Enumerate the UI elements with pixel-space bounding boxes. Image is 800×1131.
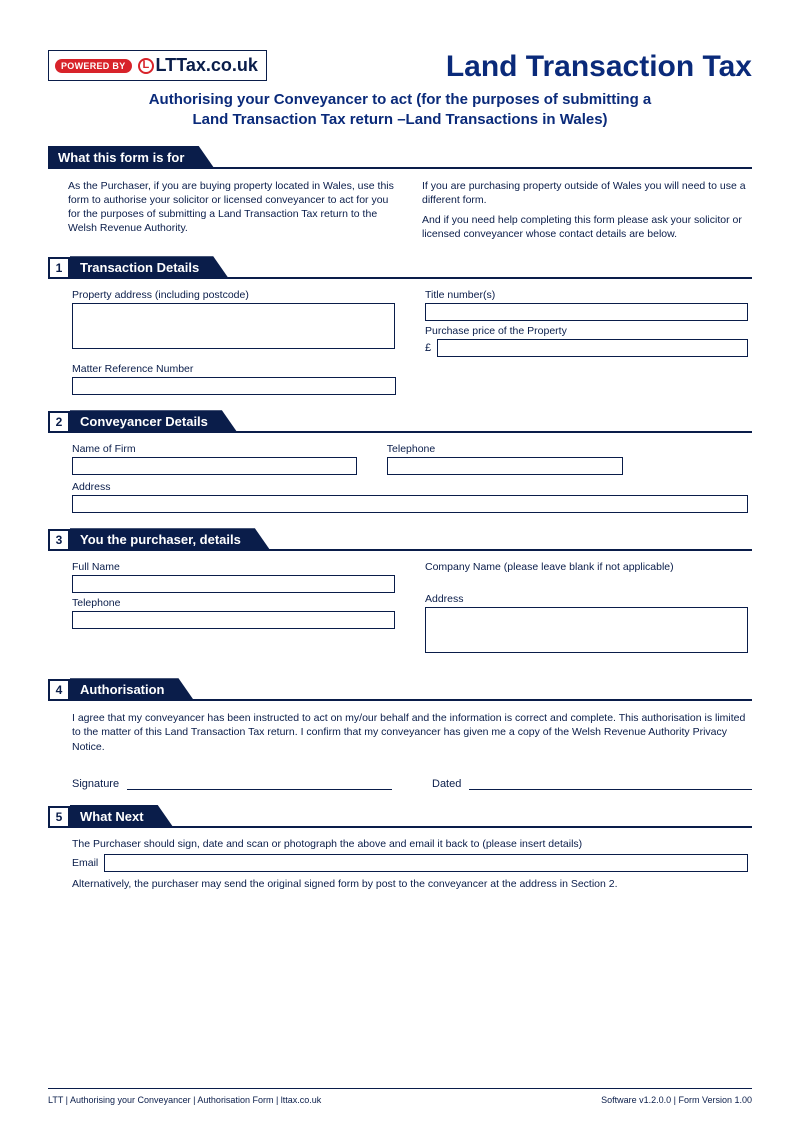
section-intro-title: What this form is for: [48, 146, 214, 169]
section-4-header: 4 Authorisation: [48, 677, 752, 701]
input-firm[interactable]: [72, 457, 357, 475]
input-signature[interactable]: [127, 776, 392, 790]
label-title-numbers: Title number(s): [425, 289, 748, 301]
section-5-title: What Next: [70, 805, 174, 828]
label-dated: Dated: [432, 778, 461, 790]
page-footer: LTT | Authorising your Conveyancer | Aut…: [48, 1088, 752, 1105]
input-dated[interactable]: [469, 776, 752, 790]
input-purchase-price[interactable]: [437, 339, 748, 357]
label-company: Company Name (please leave blank if not …: [425, 561, 748, 573]
section-1-header: 1 Transaction Details: [48, 255, 752, 279]
brand-icon: [138, 58, 154, 74]
page-subtitle: Authorising your Conveyancer to act (for…: [48, 90, 752, 131]
footer-left: LTT | Authorising your Conveyancer | Aut…: [48, 1095, 321, 1105]
label-signature: Signature: [72, 778, 119, 790]
intro-left: As the Purchaser, if you are buying prop…: [68, 179, 398, 242]
input-conv-telephone[interactable]: [387, 457, 624, 475]
whatnext-line1: The Purchaser should sign, date and scan…: [72, 838, 748, 850]
input-conv-address[interactable]: [72, 495, 748, 513]
label-purchase-price: Purchase price of the Property: [425, 325, 748, 337]
intro-body: As the Purchaser, if you are buying prop…: [68, 179, 752, 242]
section-3-title: You the purchaser, details: [70, 528, 271, 551]
section-2-header: 2 Conveyancer Details: [48, 409, 752, 433]
section-3-header: 3 You the purchaser, details: [48, 527, 752, 551]
section-5-number: 5: [48, 806, 70, 828]
input-fullname[interactable]: [72, 575, 395, 593]
powered-by-badge: POWERED BY LTTax.co.uk: [48, 50, 267, 81]
label-pur-telephone: Telephone: [72, 597, 395, 609]
section-intro-header: What this form is for: [48, 145, 752, 169]
powered-by-label: POWERED BY: [55, 59, 132, 73]
footer-right: Software v1.2.0.0 | Form Version 1.00: [601, 1095, 752, 1105]
section-1-title: Transaction Details: [70, 256, 229, 279]
section-3-number: 3: [48, 529, 70, 551]
authorisation-text: I agree that my conveyancer has been ins…: [72, 711, 752, 754]
input-email[interactable]: [104, 854, 748, 872]
section-5-header: 5 What Next: [48, 804, 752, 828]
label-matter-ref: Matter Reference Number: [72, 363, 396, 375]
label-property-address: Property address (including postcode): [72, 289, 395, 301]
section-2-number: 2: [48, 411, 70, 433]
intro-right: If you are purchasing property outside o…: [422, 179, 752, 242]
label-fullname: Full Name: [72, 561, 395, 573]
brand-text: LTTax.co.uk: [156, 55, 258, 76]
label-conv-address: Address: [72, 481, 748, 493]
label-firm: Name of Firm: [72, 443, 357, 455]
section-4-number: 4: [48, 679, 70, 701]
page-title: Land Transaction Tax: [446, 50, 752, 84]
currency-symbol: £: [425, 342, 431, 354]
input-property-address[interactable]: [72, 303, 395, 349]
section-1-number: 1: [48, 257, 70, 279]
input-title-numbers[interactable]: [425, 303, 748, 321]
section-2-title: Conveyancer Details: [70, 410, 238, 433]
label-email: Email: [72, 857, 98, 869]
input-pur-telephone[interactable]: [72, 611, 395, 629]
label-conv-telephone: Telephone: [387, 443, 624, 455]
input-matter-ref[interactable]: [72, 377, 396, 395]
label-pur-address: Address: [425, 593, 748, 605]
brand-logo: LTTax.co.uk: [138, 55, 258, 76]
whatnext-line2: Alternatively, the purchaser may send th…: [72, 878, 748, 890]
input-pur-address[interactable]: [425, 607, 748, 653]
section-4-title: Authorisation: [70, 678, 195, 701]
